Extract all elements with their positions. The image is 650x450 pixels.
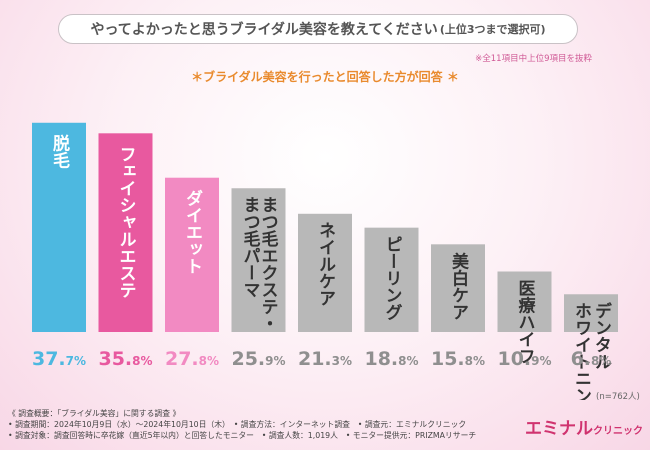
bar-value-label: 21.3% — [298, 348, 352, 370]
bar — [298, 213, 352, 332]
footer-line: • 調査期間：2024年10月9日（水）～2024年10月10日（木） • 調査… — [8, 420, 467, 429]
bar-value-label: 10.9% — [497, 348, 551, 370]
bar-category-label: まつ毛エクステ・まつ毛パーマ — [240, 196, 279, 332]
bar-category-text: フェイシャルエステ — [116, 145, 137, 298]
clinic-logo: エミナルクリニック — [525, 414, 643, 439]
bar-value-label: 27.8% — [165, 348, 219, 370]
bar-value-label: 6.8% — [571, 348, 612, 370]
footer-line: • 調査対象：調査回答時に卒花嫁（直近5年以内）と回答したモニター • 調査人数… — [8, 431, 477, 440]
bar-value-label: 18.8% — [364, 348, 418, 370]
bar-category-label: ピーリング — [382, 236, 403, 321]
chart-title-sub: (上位3つまで選択可) — [439, 23, 546, 36]
bar — [364, 227, 419, 332]
bar-category-text: デンタル — [591, 301, 612, 370]
bar-value-label: 25.9% — [231, 348, 285, 370]
bar-category-label: 美白ケア — [448, 251, 469, 320]
bar-category-text: まつ毛エクステ・ — [258, 196, 279, 332]
excerpt-note: ※全11項目中上位9項目を抜粋 — [475, 54, 592, 64]
bar-value-label: 37.7% — [32, 348, 86, 370]
bar-category-label: ネイルケア — [315, 222, 336, 307]
bar-category-text: ネイルケア — [315, 222, 336, 307]
bar-category-text: 美白ケア — [448, 251, 469, 320]
chart-subtitle: ＊ブライダル美容を行ったと回答した方が回答 ＊ — [191, 70, 459, 84]
bar — [231, 188, 286, 332]
bar — [32, 122, 86, 332]
logo-sub: クリニック — [593, 426, 643, 437]
chart-title-text: やってよかったと思うブライダル美容を教えてください — [90, 22, 438, 38]
bar — [98, 133, 153, 332]
bar-category-label: ダイエット — [182, 189, 203, 275]
survey-footer: 《 調査概要：「ブライダル美容」に関する調査 》 • 調査期間：2024年10月… — [8, 408, 476, 441]
bar — [497, 271, 552, 332]
bar-chart: 脱毛 37.7% フェイシャルエステ 35.8% ダイエット 27.8% まつ毛エクステ・ま… — [32, 122, 618, 400]
bar-category-text: ホワイトニング — [571, 302, 592, 400]
bar-category-text: 脱毛 — [49, 134, 70, 169]
bar — [564, 294, 618, 332]
bar — [431, 244, 485, 332]
logo-main: エミナル — [525, 419, 593, 439]
bar-category-label: 脱毛 — [49, 134, 70, 169]
bar-category-text: ダイエット — [182, 189, 203, 275]
bar-value-label: 35.8% — [98, 348, 152, 370]
bar-category-label: 医療ハイフ — [515, 279, 536, 364]
bar — [165, 177, 219, 332]
chart-title: やってよかったと思うブライダル美容を教えてください (上位3つまで選択可) — [58, 14, 578, 44]
bar-category-label: フェイシャルエステ — [116, 145, 137, 298]
bar-category-text: まつ毛パーマ — [240, 196, 261, 298]
footer-line: 《 調査概要：「ブライダル美容」に関する調査 》 — [8, 409, 181, 418]
bar-category-text: 医療ハイフ — [515, 279, 536, 364]
bar-category-text: ピーリング — [382, 236, 403, 321]
sample-size-label: (n=762人) — [596, 392, 640, 402]
bar-value-label: 15.8% — [431, 348, 485, 370]
